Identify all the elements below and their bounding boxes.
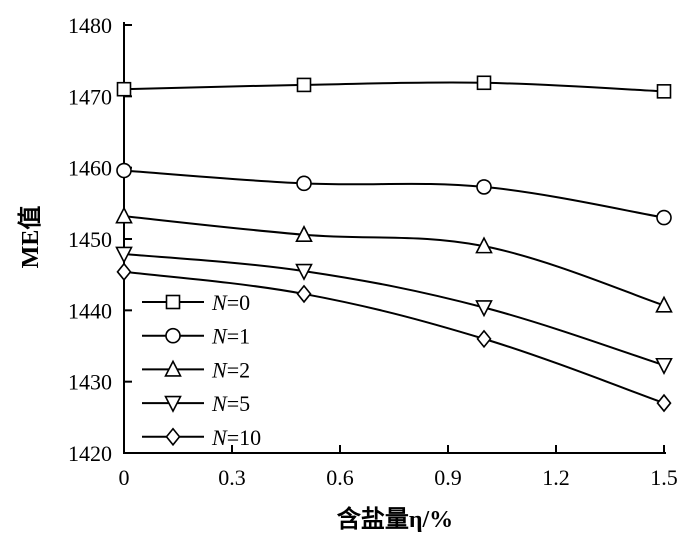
x-tick-label: 0.9 xyxy=(434,465,462,490)
series-n-0 xyxy=(116,75,672,99)
point-marker-circle xyxy=(476,179,492,195)
series-n-2 xyxy=(115,206,673,313)
point-marker-diamond xyxy=(476,329,492,349)
legend-label: N=5 xyxy=(211,391,250,416)
series-line xyxy=(123,81,665,93)
legend-item: N=1 xyxy=(142,324,250,349)
point-marker-diamond xyxy=(296,284,312,304)
y-tick-label: 1460 xyxy=(68,156,112,181)
series-n-10 xyxy=(116,262,672,413)
series-line xyxy=(123,169,665,219)
point-marker-square xyxy=(116,81,132,97)
series-line xyxy=(123,252,665,367)
point-marker-triangle-up xyxy=(655,295,673,313)
y-tick-label: 1420 xyxy=(68,441,112,466)
x-tick-label: 0.3 xyxy=(218,465,246,490)
point-marker-triangle-down xyxy=(295,263,313,281)
legend-label: N=1 xyxy=(211,324,250,349)
legend-item: N=10 xyxy=(142,425,261,450)
legend-item: N=0 xyxy=(142,290,250,315)
legend-label: N=2 xyxy=(211,357,250,382)
y-axis-title: ME值 xyxy=(16,206,44,269)
point-marker-triangle-down xyxy=(475,300,493,318)
x-tick-label: 0.6 xyxy=(326,465,354,490)
point-marker-diamond xyxy=(656,393,672,413)
y-tick-label: 1430 xyxy=(68,370,112,395)
point-marker-triangle-up xyxy=(164,359,182,377)
point-marker-triangle-up xyxy=(475,236,493,254)
point-marker-triangle-up xyxy=(295,224,313,243)
y-tick-label: 1480 xyxy=(68,13,112,38)
x-tick-label: 1.2 xyxy=(542,465,570,490)
series-n-1 xyxy=(116,162,672,226)
legend-item: N=2 xyxy=(142,357,250,382)
series-layer xyxy=(115,75,673,413)
y-tick-label: 1440 xyxy=(68,298,112,323)
point-marker-circle xyxy=(165,327,181,344)
point-marker-triangle-down xyxy=(164,395,182,413)
x-tick-label: 0 xyxy=(119,465,130,490)
point-marker-circle xyxy=(116,162,132,179)
point-marker-diamond xyxy=(116,262,132,282)
series-line xyxy=(123,270,665,405)
legend-label: N=0 xyxy=(211,290,250,315)
point-marker-square xyxy=(165,294,181,310)
x-ticks: 0 0.3 0.6 0.9 1.2 1.5 xyxy=(119,445,678,490)
y-ticks: 1420 1430 1440 1450 1460 1470 1480 xyxy=(68,13,132,466)
point-marker-square xyxy=(296,77,312,93)
point-marker-triangle-up xyxy=(115,206,133,224)
y-tick-label: 1450 xyxy=(68,227,112,252)
series-n-5 xyxy=(115,246,673,376)
x-tick-label: 1.5 xyxy=(650,465,678,490)
point-marker-square xyxy=(656,84,672,99)
y-tick-label: 1470 xyxy=(68,84,112,109)
point-marker-diamond xyxy=(165,427,181,447)
point-marker-square xyxy=(476,75,492,91)
legend: N=0 N=1 N=2 N=5 N=10 xyxy=(142,290,261,450)
point-marker-triangle-down xyxy=(115,246,133,264)
point-marker-triangle-down xyxy=(655,357,673,376)
point-marker-circle xyxy=(296,175,312,192)
legend-item: N=5 xyxy=(142,391,250,416)
series-line xyxy=(123,215,665,307)
x-axis-title: 含盐量η/% xyxy=(337,505,453,533)
point-marker-circle xyxy=(656,209,672,226)
legend-label: N=10 xyxy=(211,425,261,450)
